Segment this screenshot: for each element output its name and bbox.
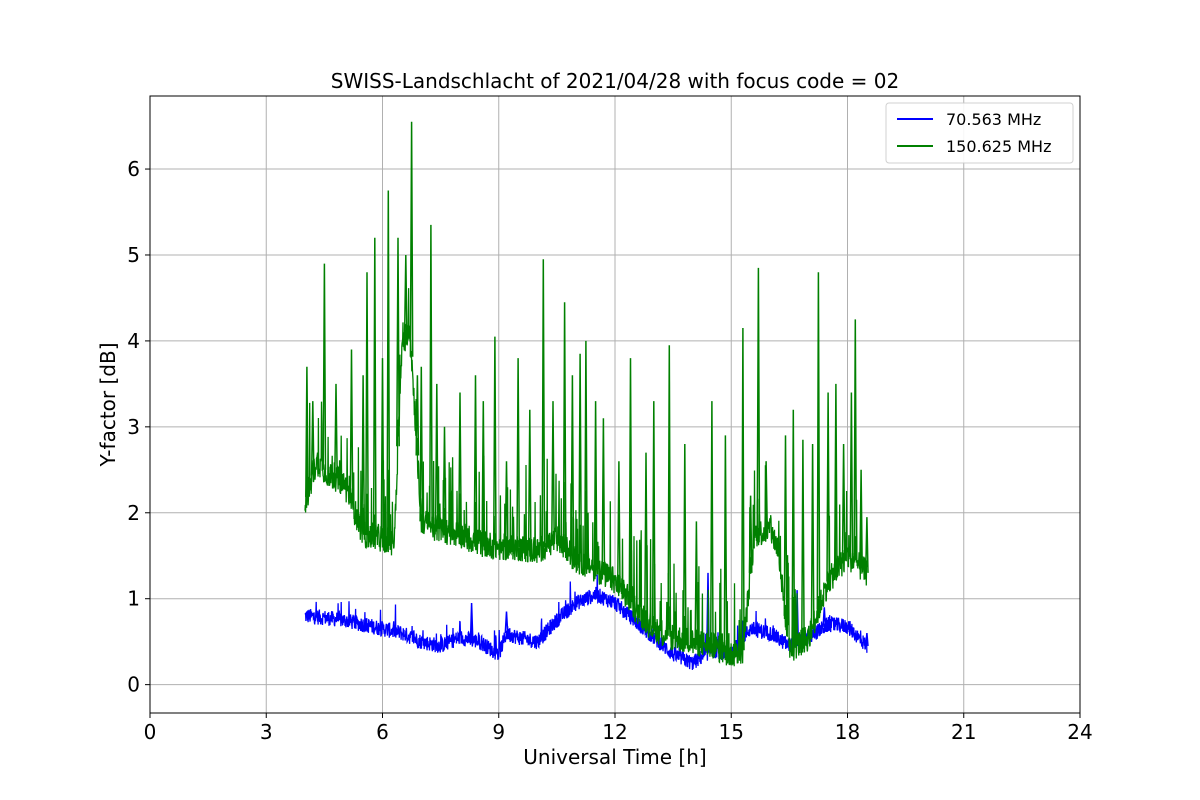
series-spike (853, 319, 858, 563)
series-spike (723, 435, 728, 653)
series-spike (469, 602, 474, 641)
legend-label: 150.625 MHz (946, 137, 1051, 156)
series-spike (396, 237, 400, 447)
series-spike (386, 190, 391, 541)
y-tick-label: 6 (127, 157, 140, 181)
series-spike (801, 439, 805, 642)
series-spike (361, 375, 366, 535)
series-spike (764, 461, 769, 532)
series-spike (864, 633, 869, 647)
series-spike (833, 383, 838, 572)
series-line (304, 574, 868, 670)
series-spike (578, 353, 583, 562)
series-spike (403, 254, 408, 337)
series-spike (492, 336, 497, 547)
series-spike (748, 495, 753, 573)
series-spike (365, 272, 369, 536)
series-spike (616, 461, 621, 587)
series-spike (644, 452, 648, 621)
series-spike (349, 349, 354, 504)
series-spike (415, 375, 420, 456)
series-spike (756, 267, 761, 534)
y-tick-label: 2 (127, 501, 140, 525)
series-spike (504, 611, 509, 634)
series-spike (709, 401, 714, 647)
x-tick-label: 6 (376, 720, 389, 744)
series-spike (822, 607, 827, 628)
series-spike (667, 345, 672, 636)
chart-title: SWISS-Landschlacht of 2021/04/28 with fo… (331, 69, 899, 93)
x-tick-label: 18 (835, 720, 860, 744)
series-spike (651, 401, 656, 629)
series-spike (380, 358, 385, 539)
x-tick-label: 3 (260, 720, 273, 744)
series-spike (429, 224, 433, 526)
series-spike (601, 418, 606, 574)
series-spike (504, 461, 509, 548)
series-layer (304, 121, 869, 670)
series-spike (593, 401, 598, 569)
series-spike (740, 327, 745, 651)
legend-label: 70.563 MHz (946, 110, 1041, 129)
series-spike (473, 375, 478, 542)
series-spike (481, 401, 486, 544)
series-spike (570, 375, 575, 556)
series-spike (791, 409, 796, 648)
series-spike (334, 383, 338, 479)
series-spike (810, 443, 815, 627)
series-spike (419, 366, 424, 522)
series-spike (305, 366, 309, 498)
series-spike (372, 237, 377, 537)
y-axis-label: Y-factor [dB] (96, 342, 120, 467)
series-spike (527, 409, 532, 550)
series-spike (551, 401, 555, 542)
series-spike (628, 358, 633, 603)
legend: 70.563 MHz 150.625 MHz (885, 102, 1074, 164)
x-tick-label: 9 (492, 720, 505, 744)
series-spike (826, 392, 831, 582)
series-spike (864, 517, 869, 573)
x-tick-label: 0 (144, 720, 157, 744)
x-axis-label: Universal Time [h] (523, 745, 706, 769)
x-tick-label: 12 (602, 720, 627, 744)
series-spike (322, 263, 327, 470)
y-tick-label: 5 (127, 243, 140, 267)
y-tick-label: 0 (127, 673, 140, 697)
series-spike (849, 392, 854, 560)
x-tick-label: 24 (1067, 720, 1092, 744)
series-spike (584, 340, 588, 565)
series-spike (516, 358, 521, 548)
series-spike (816, 272, 821, 610)
x-tick-label: 15 (719, 720, 744, 744)
series-spike (434, 383, 439, 529)
series-spike (310, 401, 315, 476)
series-spike (442, 426, 447, 531)
series-spike (859, 469, 863, 568)
series-spike (682, 443, 687, 641)
y-tick-label: 3 (127, 415, 140, 439)
series-spike (783, 435, 788, 616)
y-tick-label: 1 (127, 587, 140, 611)
x-tick-label: 21 (951, 720, 976, 744)
series-spike (841, 443, 846, 561)
series-spike (562, 302, 567, 548)
series-spike (541, 259, 546, 548)
y-tick-label: 4 (127, 329, 140, 353)
series-spike (409, 121, 414, 357)
series-spike (694, 521, 699, 643)
series-spike (458, 392, 462, 535)
